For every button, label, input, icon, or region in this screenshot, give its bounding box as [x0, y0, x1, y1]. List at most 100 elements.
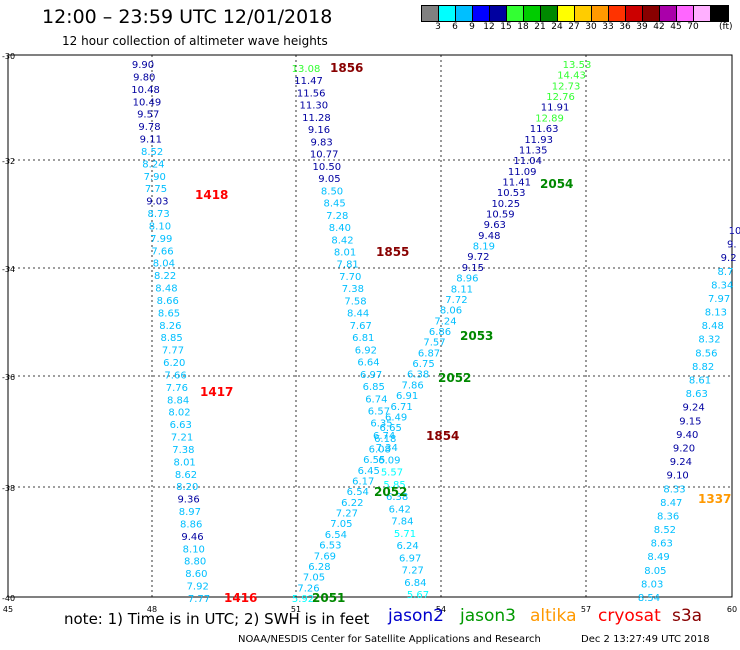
wave-height-value: 9.03 [146, 197, 168, 208]
wave-height-value: 11.30 [299, 101, 328, 112]
wave-height-value: 6.55 [363, 455, 385, 466]
legend-swatch [711, 6, 728, 21]
legend-swatch [592, 6, 609, 21]
wave-height-value: 6.74 [373, 431, 395, 442]
wave-height-value: 7.70 [339, 272, 361, 283]
wave-height-value: 10.50 [313, 162, 342, 173]
legend-tick-label: 12 [483, 22, 495, 32]
wave-height-value: 10.48 [131, 85, 160, 96]
pass-time-label: 2052 [438, 371, 471, 385]
legend-unit-label: (ft) [719, 22, 733, 32]
wave-height-value: 11.56 [297, 88, 326, 99]
legend-swatch [473, 6, 490, 21]
wave-height-value: 9.36 [177, 495, 199, 506]
wave-height-value: 6.97 [399, 553, 421, 564]
legend-tick-label: 45 [670, 22, 682, 32]
latitude-label: -38 [2, 484, 15, 493]
wave-height-value: 6.84 [404, 578, 426, 589]
wave-height-value: 9.48 [478, 231, 500, 242]
legend-swatch [541, 6, 558, 21]
wave-height-value: 8.84 [167, 395, 189, 406]
wave-height-value: 8.62 [175, 470, 197, 481]
legend-swatch [660, 6, 677, 21]
wave-height-value: 8.44 [347, 309, 369, 320]
wave-height-value: 11.35 [519, 145, 548, 156]
wave-height-value: 8.61 [689, 376, 711, 387]
wave-height-value: 7.66 [164, 370, 186, 381]
wave-height-value: 10.77 [310, 150, 339, 161]
wave-height-value: 11.93 [524, 135, 553, 146]
wave-height-value: 11.47 [294, 76, 323, 87]
wave-height-value: 8.52 [654, 525, 676, 536]
wave-height-value: 14.43 [557, 71, 586, 82]
wave-height-value: 6.71 [391, 402, 413, 413]
footer-timestamp: Dec 2 13:27:49 UTC 2018 [581, 634, 710, 645]
legend-swatch [422, 6, 439, 21]
wave-height-value: 8.22 [154, 271, 176, 282]
footnote: note: 1) Time is in UTC; 2) SWH is in fe… [64, 610, 370, 628]
longitude-label: 48 [147, 605, 157, 614]
wave-height-value: 13.08 [292, 64, 321, 75]
wave-height-value: 6.63 [170, 420, 192, 431]
wave-height-value: 11.04 [513, 156, 542, 167]
color-scale-legend: 3 6 9 12 15 18 21 24 27 30 33 36 39 42 45 70 (ft) [421, 5, 733, 35]
wave-height-value: 5.85 [383, 480, 405, 491]
wave-height-value: 6.35 [370, 419, 392, 430]
wave-height-value: 6.64 [357, 358, 379, 369]
wave-height-value: 11.41 [502, 177, 531, 188]
wave-height-value: 9.10 [667, 471, 689, 482]
map-title: 12:00 – 23:59 UTC 12/01/2018 [42, 6, 333, 28]
wave-height-value: 8.42 [331, 235, 353, 246]
wave-height-value: 11.09 [508, 167, 537, 178]
wave-height-value: 7.76 [166, 383, 188, 394]
wave-height-value: 10.53 [497, 188, 526, 199]
pass-time-label: 2051 [312, 591, 345, 605]
wave-height-value: 9.40 [676, 430, 698, 441]
pass-time-label: 1854 [426, 429, 459, 443]
longitude-label: 54 [436, 605, 446, 614]
wave-height-value: 7.24 [434, 316, 456, 327]
wave-height-value: 9.80 [133, 72, 155, 83]
legend-swatch [507, 6, 524, 21]
wave-height-value: 11.63 [530, 124, 559, 135]
wave-height-value: 6.20 [163, 358, 185, 369]
legend-swatch [524, 6, 541, 21]
wave-height-value: 6.54 [325, 530, 347, 541]
wave-height-value: 6.87 [418, 348, 440, 359]
wave-height-value: 8.01 [334, 247, 356, 258]
wave-height-value: 7.27 [336, 509, 358, 520]
wave-height-value: 7.38 [342, 284, 364, 295]
wave-height-value: 6.45 [358, 466, 380, 477]
footer-credit: NOAA/NESDIS Center for Satellite Applica… [238, 634, 541, 645]
wave-height-value: 8.60 [185, 569, 207, 580]
wave-height-value: 8.20 [176, 482, 198, 493]
altimeter-tracks: 9.909.8010.4810.499.579.789.118.528.247.… [131, 60, 740, 605]
latitude-label: -32 [2, 157, 15, 166]
wave-height-value: 6.65 [380, 423, 402, 434]
wave-height-value: 7.66 [151, 246, 173, 257]
wave-height-value: 8.86 [180, 519, 202, 530]
longitude-label: 51 [291, 605, 301, 614]
wave-height-value: 6.38 [407, 370, 429, 381]
legend-swatch [694, 6, 711, 21]
wave-height-value: 7.77 [162, 346, 184, 357]
wave-height-value: 6.28 [308, 562, 330, 573]
wave-height-value: 6.85 [363, 382, 385, 393]
satellite-label-altika: altika [530, 606, 577, 626]
wave-height-value: 9.15 [462, 263, 484, 274]
wave-height-value: 7.67 [350, 321, 372, 332]
wave-height-value: 9.63 [484, 220, 506, 231]
map-grid [7, 54, 733, 598]
wave-height-value: 8.01 [174, 457, 196, 468]
wave-height-value: 8.63 [651, 539, 673, 550]
wave-height-value: 6.17 [352, 477, 374, 488]
wave-height-value: 8.34 [711, 280, 733, 291]
wave-height-value: 7.58 [344, 296, 366, 307]
color-scale-swatches [421, 5, 729, 22]
wave-height-value: 9.90 [132, 60, 154, 71]
wave-height-value: 8.97 [179, 507, 201, 518]
legend-tick-label: 6 [452, 22, 458, 32]
wave-height-value: 7.86 [401, 380, 423, 391]
wave-height-value: 8.7 [717, 267, 733, 278]
wave-height-value: 13.53 [563, 60, 592, 71]
